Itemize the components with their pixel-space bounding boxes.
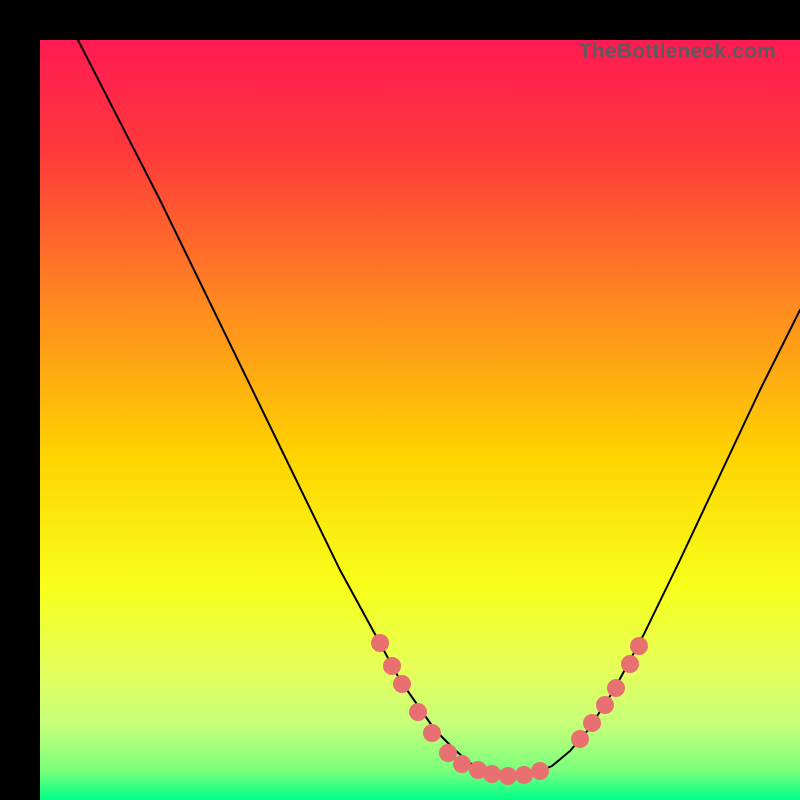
marker-cluster-left — [371, 634, 549, 785]
marker-dot — [383, 657, 401, 675]
marker-dot — [393, 675, 411, 693]
bottleneck-curve — [78, 40, 800, 776]
marker-dot — [499, 767, 517, 785]
marker-dot — [583, 714, 601, 732]
plot-area: TheBottleneck.com — [40, 40, 800, 800]
bottleneck-curve-layer — [40, 40, 800, 800]
marker-dot — [453, 755, 471, 773]
marker-dot — [515, 766, 533, 784]
marker-dot — [571, 730, 589, 748]
marker-dot — [483, 765, 501, 783]
marker-dot — [409, 703, 427, 721]
marker-dot — [371, 634, 389, 652]
marker-cluster-right — [571, 637, 648, 748]
marker-dot — [439, 744, 457, 762]
marker-dot — [423, 724, 441, 742]
marker-dot — [531, 762, 549, 780]
marker-dot — [630, 637, 648, 655]
marker-dot — [607, 679, 625, 697]
outer-frame: TheBottleneck.com — [0, 0, 800, 800]
marker-dot — [596, 696, 614, 714]
marker-dot — [621, 655, 639, 673]
